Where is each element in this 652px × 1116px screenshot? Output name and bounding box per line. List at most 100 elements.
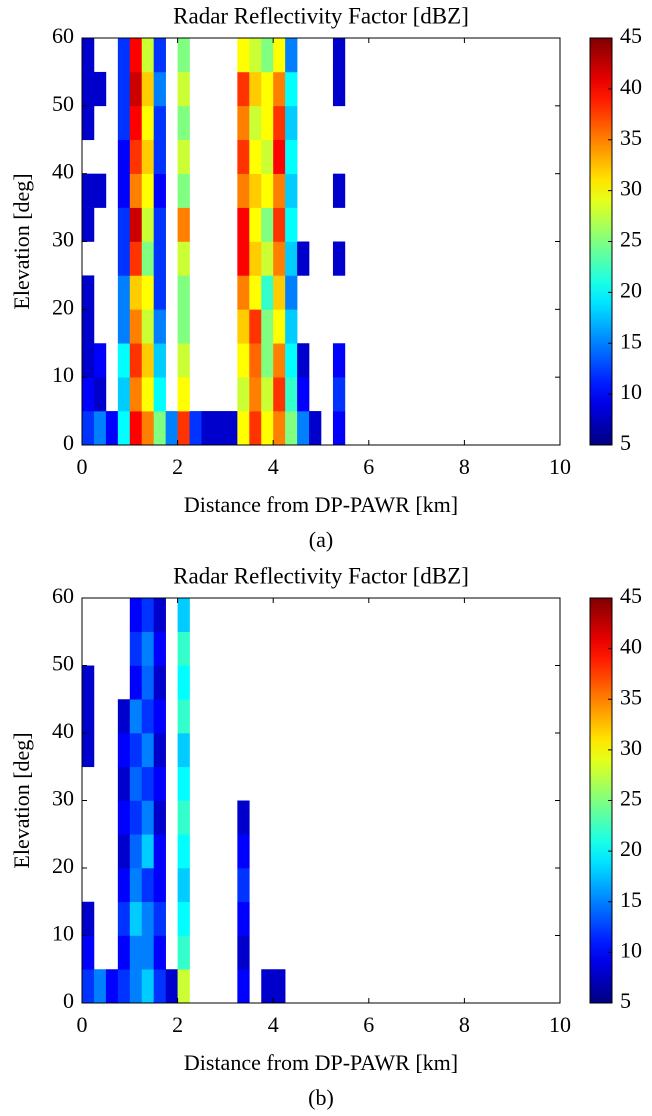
heatmap-cell [117, 275, 131, 310]
heatmap-cell [237, 377, 250, 412]
x-tick-label: 6 [363, 454, 374, 479]
heatmap-cell [82, 935, 95, 970]
heatmap-cell [82, 411, 95, 446]
heatmap-cell [153, 598, 166, 633]
heatmap-cell [273, 309, 286, 344]
heatmap-cell [117, 207, 131, 242]
heatmap-cell [141, 377, 154, 412]
colorbar-tick-label: 5 [620, 430, 631, 455]
heatmap-cell [249, 275, 262, 310]
heatmap-cell [129, 275, 143, 310]
heatmap-cell [153, 631, 166, 666]
heatmap-cell [237, 800, 250, 835]
heatmap-cell [237, 105, 250, 141]
heatmap-cell [129, 834, 143, 869]
colorbar-tick-label: 40 [620, 634, 642, 659]
heatmap-cell [273, 411, 286, 446]
heatmap-cell [273, 377, 286, 412]
heatmap-cell [332, 343, 346, 378]
heatmap-cell [117, 411, 131, 446]
heatmap-cell [332, 377, 346, 412]
heatmap-cell [141, 71, 154, 107]
heatmap-cell [117, 71, 131, 107]
heatmap-cell [249, 377, 262, 412]
y-tick-label: 50 [52, 91, 74, 116]
heatmap-cell [129, 800, 143, 835]
heatmap-cell [129, 699, 143, 734]
colorbar-tick-label: 30 [620, 176, 642, 201]
heatmap-cell [237, 139, 250, 174]
heatmap-cell [177, 868, 190, 903]
y-tick-label: 40 [52, 159, 74, 184]
heatmap-cell [249, 71, 262, 107]
heatmap-cell [117, 969, 131, 1004]
heatmap-cell [153, 834, 166, 869]
x-tick-label: 8 [459, 454, 470, 479]
heatmap-cell [261, 38, 274, 73]
heatmap-cell [261, 377, 274, 412]
heatmap-cell [237, 241, 250, 276]
colorbar-tick-label: 25 [620, 227, 642, 252]
heatmap-cell [249, 173, 262, 208]
heatmap-cell [273, 241, 286, 276]
heatmap-cell [141, 411, 154, 446]
heatmap-cell [285, 71, 298, 107]
heatmap-cell [129, 207, 143, 242]
heatmap-cell [153, 800, 166, 835]
heatmap-cell [105, 969, 119, 1004]
heatmap-cell [129, 173, 143, 208]
heatmap-panel: 0 2 4 6 8 10 0 10 20 30 40 50 60 Radar Reflectivity F… [9, 563, 642, 1110]
heatmap-cell [129, 241, 143, 276]
heatmap-cell [177, 969, 190, 1004]
heatmap-cell [129, 935, 143, 970]
heatmap-cell [82, 71, 95, 107]
heatmap-cell [249, 411, 262, 446]
heatmap-cell [177, 275, 190, 310]
colorbar-tick-label: 35 [620, 125, 642, 150]
heatmap-cell [153, 343, 166, 378]
colorbar-tick-label: 15 [620, 887, 642, 912]
colorbar-tick-label: 40 [620, 74, 642, 99]
heatmap-cell [249, 207, 262, 242]
heatmap-cell [153, 71, 166, 107]
heatmap-cell [117, 733, 131, 768]
heatmap-cell [332, 411, 346, 446]
heatmap-cell [153, 207, 166, 242]
heatmap-cell [237, 275, 250, 310]
heatmap-cell [297, 377, 310, 412]
heatmap-cell [129, 105, 143, 141]
heatmap-cell [261, 309, 274, 344]
colorbar-tick-label: 30 [620, 735, 642, 760]
heatmap-cell [237, 173, 250, 208]
heatmap-cell [237, 935, 250, 970]
y-tick-label: 10 [52, 362, 74, 387]
heatmap-cell [93, 343, 107, 378]
heatmap-cell [153, 275, 166, 310]
heatmap-cell [141, 139, 154, 174]
heatmap-cell [117, 766, 131, 801]
heatmap-cell [129, 868, 143, 903]
heatmap-cell [273, 173, 286, 208]
x-tick-label: 0 [77, 1012, 88, 1037]
heatmap-cell [177, 207, 190, 242]
y-axis-label: Elevation [deg] [9, 173, 34, 309]
heatmap-cell [141, 309, 154, 344]
heatmap-cell [177, 173, 190, 208]
heatmap-cell [82, 173, 95, 208]
heatmap-cell [261, 207, 274, 242]
heatmap-cell [177, 309, 190, 344]
heatmap-cell [261, 275, 274, 310]
heatmap-cell [261, 71, 274, 107]
x-tick-label: 8 [459, 1012, 470, 1037]
y-tick-label: 0 [63, 988, 74, 1013]
heatmap-cell [82, 665, 95, 700]
heatmap-cell [225, 411, 238, 446]
heatmap-cell [177, 665, 190, 700]
colorbar-tick-label: 35 [620, 684, 642, 709]
heatmap-cell [201, 411, 214, 446]
heatmap-cell [273, 275, 286, 310]
y-tick-label: 60 [52, 583, 74, 608]
heatmap-cell [141, 275, 154, 310]
heatmap-cell [117, 699, 131, 734]
x-tick-label: 10 [549, 1012, 571, 1037]
